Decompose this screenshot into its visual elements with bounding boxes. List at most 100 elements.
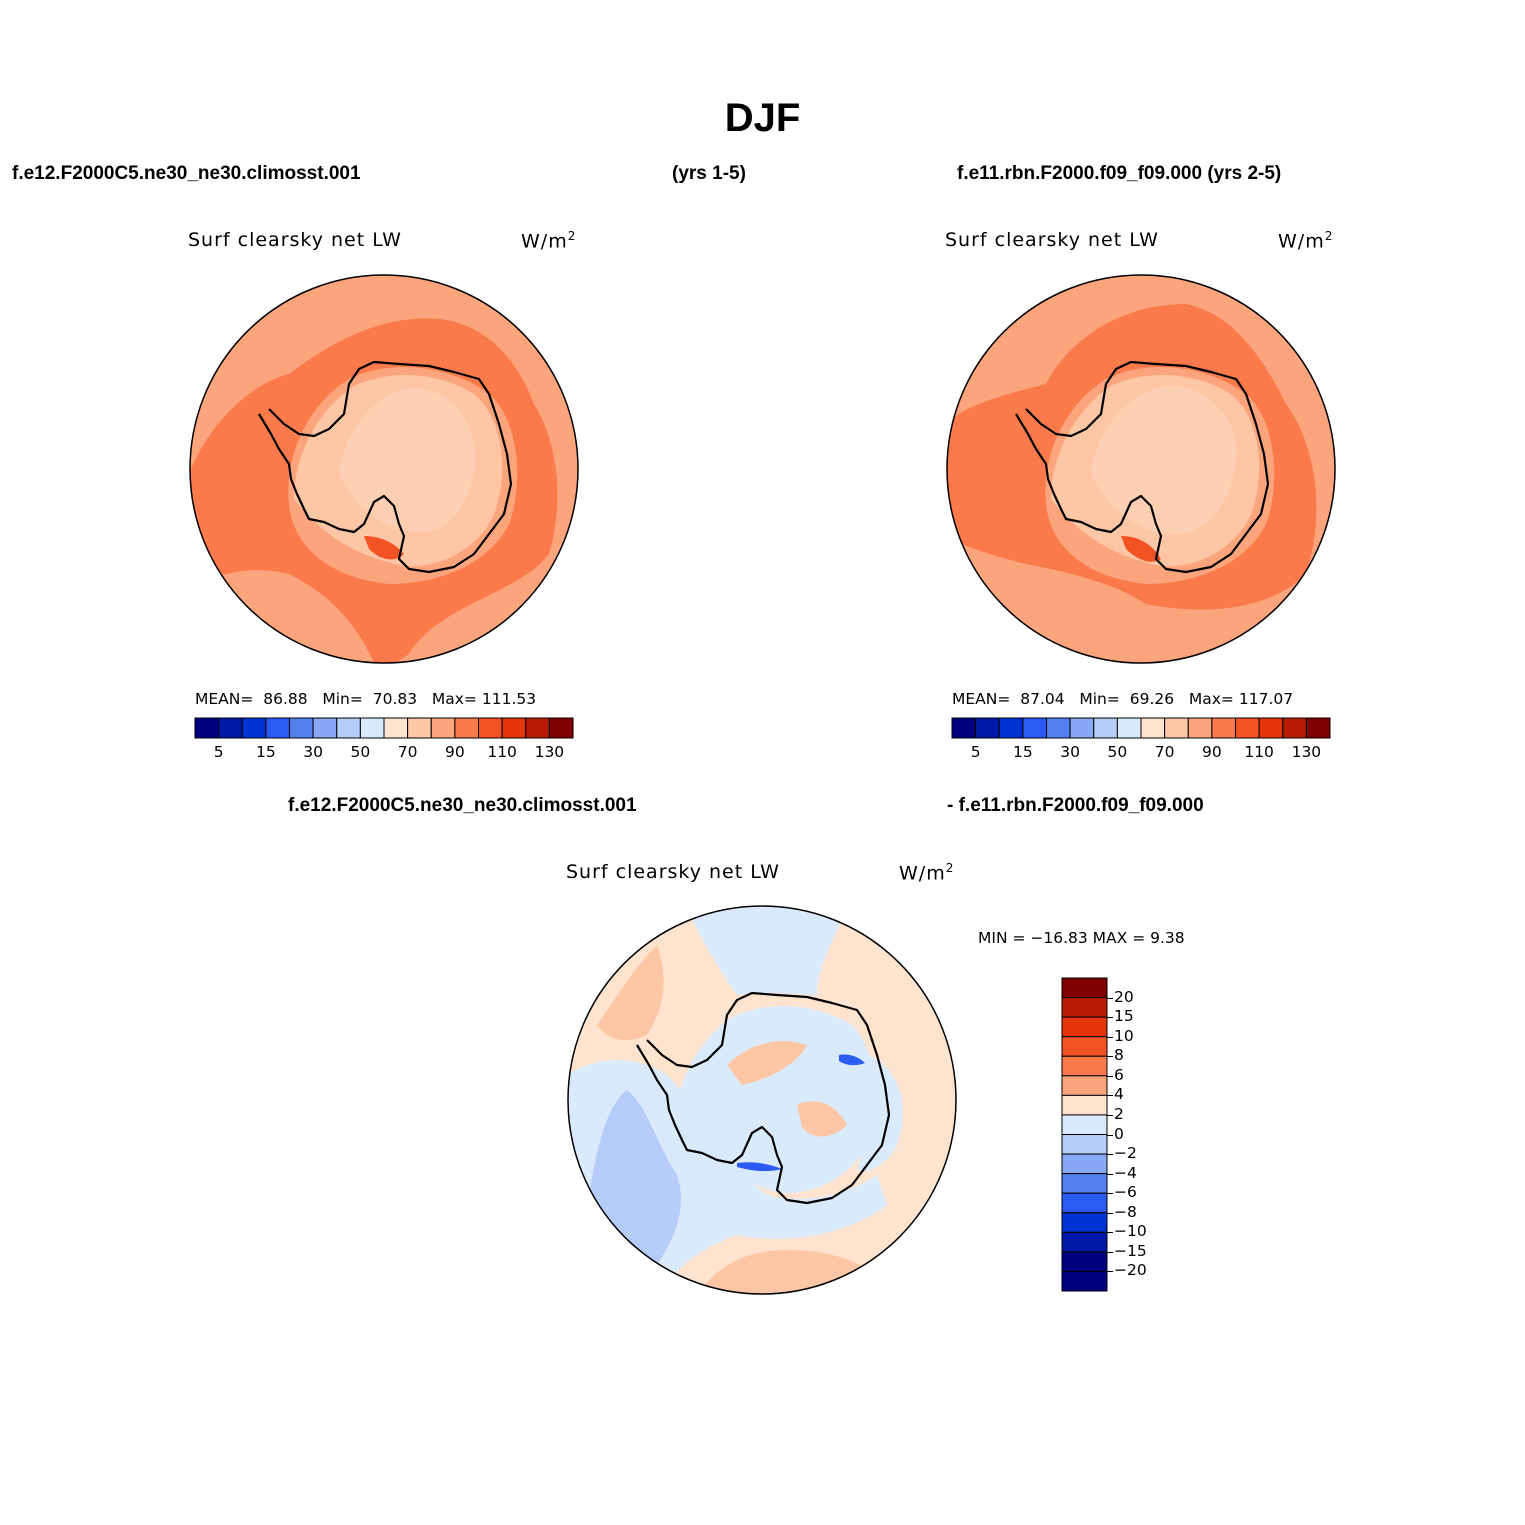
colorbar-swatch (1061, 1075, 1108, 1096)
colorbar-swatch (1305, 717, 1331, 739)
diff-map (567, 905, 957, 1295)
colorbar-swatch (548, 717, 574, 739)
colorbar-swatch (1061, 1016, 1108, 1038)
colorbar-swatch (1046, 717, 1071, 739)
colorbar-swatch (1093, 717, 1118, 739)
colorbar-swatch (501, 717, 527, 739)
diff-neg-east (857, 1055, 903, 1172)
panel1-variable: Surf clearsky net LW (188, 229, 402, 251)
colorbar-swatch (1061, 1173, 1108, 1194)
colorbar-swatch (383, 717, 409, 739)
colorbar-swatch (289, 717, 314, 739)
colorbar-tick-mark (1107, 1134, 1113, 1136)
panel2-map (946, 274, 1336, 664)
panel1-colorbar (194, 717, 574, 739)
colorbar-swatch (525, 717, 550, 739)
colorbar-swatch (1258, 717, 1284, 739)
colorbar-swatch (265, 717, 290, 739)
colorbar-tick-label: 20 (1114, 987, 1134, 1006)
colorbar-tick-mark (1107, 1193, 1113, 1195)
colorbar-swatch (359, 717, 385, 739)
panel1-coastline (258, 360, 513, 574)
colorbar-tick-label: 5 (970, 743, 981, 761)
colorbar-tick-label: 50 (350, 743, 371, 761)
colorbar-swatch (1187, 717, 1213, 739)
colorbar-swatch (1061, 1114, 1108, 1135)
diff-units: W/m2 (899, 861, 955, 885)
colorbar-tick-mark (1107, 1212, 1113, 1214)
panel2-coastline (1015, 360, 1270, 574)
colorbar-swatch (1140, 717, 1166, 739)
colorbar-swatch (1061, 1036, 1108, 1057)
colorbar-tick-label: −6 (1114, 1183, 1137, 1202)
colorbar-swatch (241, 717, 267, 739)
colorbar-swatch (478, 717, 503, 739)
colorbar-swatch (1061, 977, 1108, 999)
colorbar-swatch (454, 717, 479, 739)
panel1-peak (364, 536, 404, 560)
colorbar-tick-label: −2 (1114, 1144, 1137, 1163)
colorbar-swatch (1061, 997, 1108, 1018)
colorbar-tick-label: 0 (1114, 1124, 1124, 1143)
diff-ice-warm-2 (797, 1101, 847, 1137)
colorbar-tick-mark (1107, 1271, 1113, 1273)
colorbar-swatch (1061, 1153, 1108, 1175)
colorbar-tick-label: 130 (534, 743, 565, 761)
diff-variable: Surf clearsky net LW (566, 861, 780, 883)
diff-strong-neg-2 (839, 1054, 865, 1066)
colorbar-tick-label: 5 (213, 743, 224, 761)
colorbar-tick-label: 30 (303, 743, 323, 761)
colorbar-swatch (1061, 1192, 1108, 1214)
colorbar-swatch (1061, 1231, 1108, 1253)
colorbar-swatch (1282, 717, 1307, 739)
colorbar-tick-mark (1107, 1114, 1113, 1116)
panel2-peak (1121, 536, 1161, 562)
colorbar-swatch (1164, 717, 1189, 739)
panel2-ice-core (1091, 385, 1237, 534)
colorbar-swatch (1069, 717, 1095, 739)
colorbar-swatch (312, 717, 338, 739)
right-case-title: f.e11.rbn.F2000.f09_f09.000 (yrs 2-5) (957, 163, 1282, 184)
diff-neg-north (687, 906, 847, 995)
colorbar-tick-label: 90 (445, 743, 465, 761)
colorbar-swatch (194, 717, 220, 739)
colorbar-swatch (430, 717, 456, 739)
panel2-units: W/m2 (1278, 229, 1334, 253)
colorbar-swatch (1235, 717, 1260, 739)
colorbar-swatch (1022, 717, 1047, 739)
colorbar-swatch (1061, 1212, 1108, 1233)
colorbar-tick-mark (1107, 1232, 1113, 1234)
colorbar-tick-label: 2 (1114, 1104, 1124, 1123)
colorbar-swatch (1061, 1134, 1108, 1155)
colorbar-tick-label: 4 (1114, 1085, 1124, 1104)
diff-coastline (636, 991, 891, 1205)
colorbar-tick-label: 10 (1114, 1026, 1134, 1045)
panel2-stats: MEAN= 87.04 Min= 69.26 Max= 117.07 (952, 690, 1294, 708)
colorbar-tick-label: −20 (1114, 1261, 1147, 1280)
diff-strong-neg-1 (737, 1162, 782, 1172)
colorbar-tick-mark (1107, 1017, 1113, 1019)
colorbar-swatch (975, 717, 1000, 739)
colorbar-tick-label: 15 (256, 743, 276, 761)
colorbar-tick-label: 8 (1114, 1046, 1124, 1065)
colorbar-tick-label: 30 (1060, 743, 1080, 761)
colorbar-swatch (1061, 1270, 1108, 1292)
colorbar-tick-mark (1107, 1095, 1113, 1097)
diff-left-title: f.e12.F2000C5.ne30_ne30.climosst.001 (288, 795, 637, 816)
colorbar-swatch (1061, 1094, 1108, 1116)
colorbar-tick-label: −10 (1114, 1222, 1147, 1241)
panel1-stats: MEAN= 86.88 Min= 70.83 Max= 111.53 (195, 690, 537, 708)
colorbar-tick-label: 130 (1291, 743, 1322, 761)
colorbar-tick-label: 6 (1114, 1065, 1124, 1084)
panel1-ice-core (339, 388, 475, 532)
panel1-units: W/m2 (521, 229, 577, 253)
colorbar-swatch (336, 717, 361, 739)
colorbar-tick-label: 110 (487, 743, 517, 761)
colorbar-tick-mark (1107, 1154, 1113, 1156)
colorbar-tick-mark (1107, 1056, 1113, 1058)
colorbar-tick-mark (1107, 1173, 1113, 1175)
panel1-map (189, 274, 579, 664)
colorbar-swatch (951, 717, 977, 739)
diff-ice-mix (672, 1006, 876, 1194)
diff-minmax: MIN = −16.83 MAX = 9.38 (978, 929, 1185, 947)
